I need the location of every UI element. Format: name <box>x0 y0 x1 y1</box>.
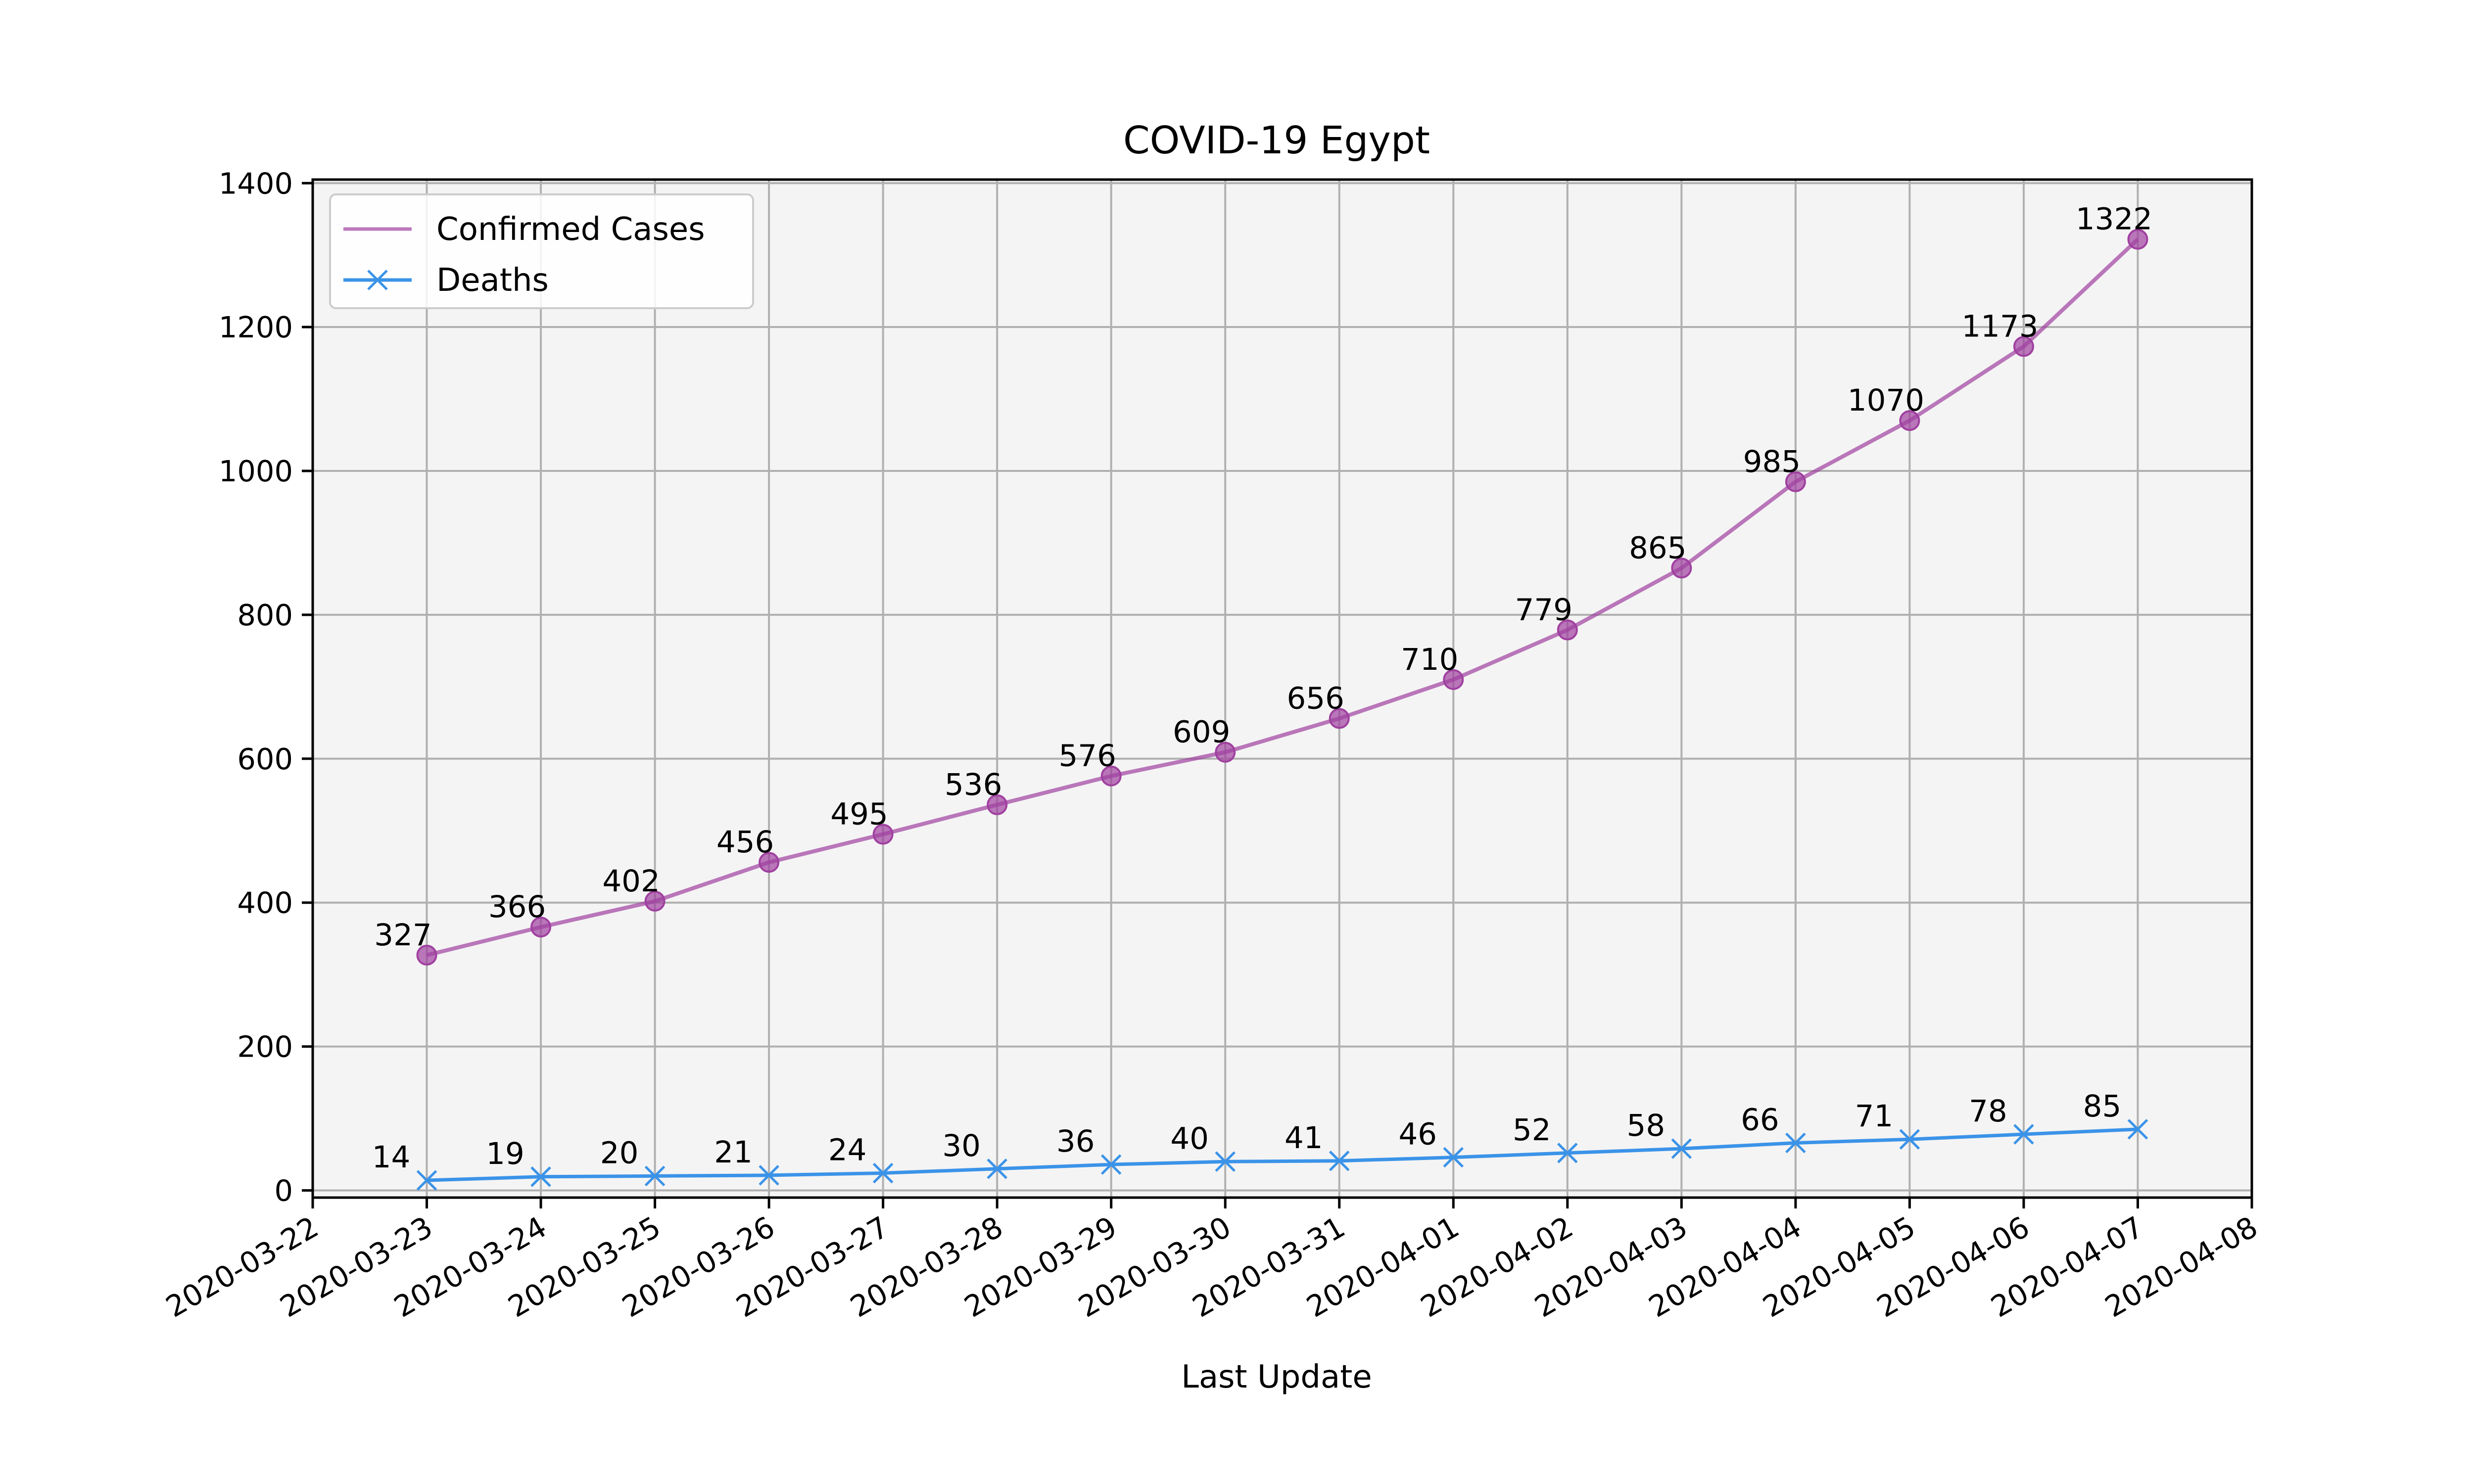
series-line-deaths <box>427 1127 2138 1182</box>
data-label: 21 <box>714 1135 753 1170</box>
data-label: 1173 <box>1961 309 2038 344</box>
data-point <box>987 794 1008 815</box>
data-point <box>1671 557 1692 579</box>
data-point <box>1785 1132 1806 1154</box>
data-label: 402 <box>602 864 660 899</box>
data-label: 576 <box>1058 739 1116 774</box>
y-tick-label: 200 <box>237 1030 293 1064</box>
data-label: 985 <box>1743 444 1801 479</box>
data-point <box>1215 742 1236 763</box>
series-confirmed-cases <box>416 229 2148 966</box>
data-label: 66 <box>1741 1102 1779 1137</box>
data-point <box>1899 410 1920 431</box>
data-point <box>644 890 666 912</box>
data-point <box>987 1159 1007 1179</box>
axes-frame <box>311 178 2253 1199</box>
data-point <box>1557 619 1578 641</box>
legend-label: Confirmed Cases <box>436 211 705 248</box>
data-point <box>1899 1129 1920 1150</box>
y-tick-label: 1400 <box>219 166 293 200</box>
data-point <box>2127 1119 2148 1140</box>
data-label: 865 <box>1629 530 1686 565</box>
data-label: 41 <box>1285 1120 1323 1156</box>
data-label: 710 <box>1401 642 1458 677</box>
data-point <box>2127 229 2148 250</box>
data-point <box>1671 1138 1692 1159</box>
data-label: 40 <box>1170 1121 1209 1156</box>
legend-item-deaths: Deaths <box>343 262 549 299</box>
series-line-confirmed-cases <box>426 237 2140 957</box>
data-point <box>644 1165 666 1187</box>
data-label: 85 <box>2083 1089 2122 1124</box>
data-point <box>530 917 552 938</box>
data-label: 456 <box>716 825 774 860</box>
series-deaths <box>416 1119 2148 1191</box>
data-label: 58 <box>1627 1108 1665 1143</box>
y-tick-label: 1000 <box>219 454 293 488</box>
data-point <box>416 1170 437 1191</box>
y-tick-label: 0 <box>274 1173 293 1207</box>
data-label: 1070 <box>1848 383 1924 418</box>
legend-label: Deaths <box>436 262 549 299</box>
y-tick-label: 400 <box>237 886 293 920</box>
data-point <box>1100 1154 1122 1175</box>
data-label: 36 <box>1056 1124 1095 1159</box>
data-label: 366 <box>488 889 546 925</box>
data-point <box>1557 1143 1578 1163</box>
data-point <box>872 824 894 845</box>
data-label: 536 <box>945 767 1002 802</box>
chart-title: COVID-19 Egypt <box>1123 119 1430 163</box>
data-label: 24 <box>828 1133 867 1168</box>
legend-item-confirmed-cases: Confirmed Cases <box>343 211 705 248</box>
data-label: 609 <box>1173 715 1230 750</box>
data-point <box>1443 1147 1464 1168</box>
data-label: 52 <box>1513 1113 1551 1148</box>
y-tick-label: 600 <box>237 742 293 776</box>
legend: Confirmed Cases Deaths <box>329 193 754 309</box>
data-label: 495 <box>830 797 888 832</box>
y-tick-label: 800 <box>237 598 293 632</box>
data-point <box>1215 1151 1236 1172</box>
data-point <box>2013 336 2034 357</box>
data-point <box>2013 1124 2034 1145</box>
y-tick-label: 1200 <box>219 310 293 344</box>
data-label: 656 <box>1287 681 1344 716</box>
legend-box <box>329 193 754 309</box>
x-axis-title: Last Update <box>1181 1359 1372 1395</box>
data-point <box>1785 471 1806 492</box>
data-point <box>416 944 437 966</box>
data-point <box>1443 669 1464 690</box>
data-point <box>759 852 780 873</box>
data-label: 46 <box>1398 1117 1437 1152</box>
data-label: 779 <box>1515 592 1572 627</box>
plot-area <box>313 180 2252 1198</box>
data-label: 78 <box>1969 1094 2007 1129</box>
data-point <box>530 1166 551 1187</box>
data-point <box>1100 765 1122 787</box>
data-point <box>1329 1151 1350 1171</box>
data-label: 1322 <box>2076 202 2152 237</box>
data-label: 19 <box>486 1136 524 1171</box>
data-point <box>872 1162 894 1184</box>
data-label: 71 <box>1855 1099 1894 1134</box>
data-label: 20 <box>600 1135 639 1170</box>
data-label: 327 <box>374 918 431 953</box>
data-label: 14 <box>372 1140 411 1175</box>
data-label: 30 <box>942 1128 981 1163</box>
data-point <box>759 1165 779 1186</box>
data-point <box>1329 708 1350 729</box>
